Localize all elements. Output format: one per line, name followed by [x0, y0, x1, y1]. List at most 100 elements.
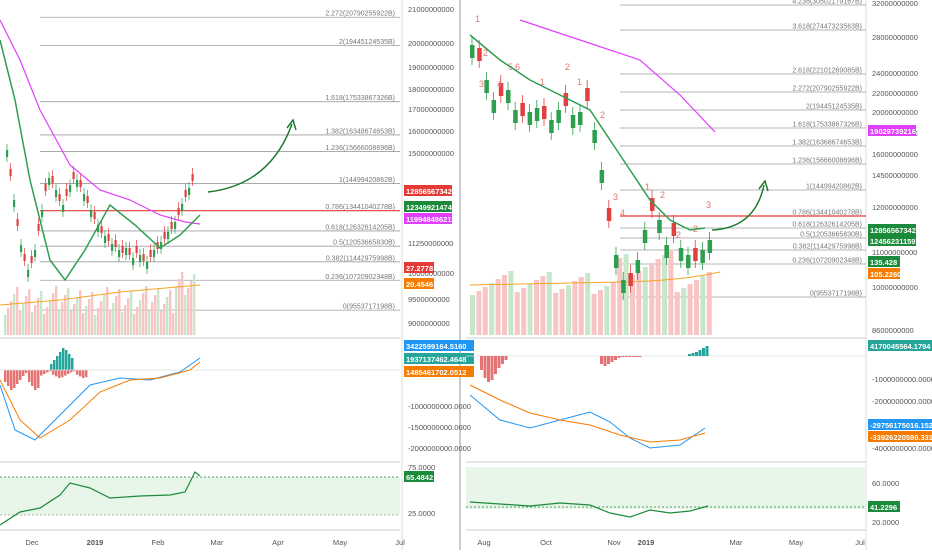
- candle: [83, 194, 86, 201]
- y-tick-label: 24000000000: [872, 69, 918, 78]
- macd-hist-bar: [67, 370, 70, 374]
- x-tick-label: Oct: [540, 538, 553, 547]
- macd-hist-bar: [76, 370, 79, 375]
- macd-hist-bar: [40, 370, 43, 376]
- candle: [177, 208, 180, 215]
- price-badge: 128565673421: [870, 226, 920, 235]
- td-count-label: 4: [497, 79, 502, 89]
- fib-label: 0.236(10720902348B): [792, 258, 862, 265]
- candle: [97, 225, 100, 232]
- candle: [121, 246, 124, 253]
- fib-label: 2.272(20790255922B): [325, 11, 395, 18]
- volume-bar: [4, 315, 7, 335]
- macd-hist-bar: [603, 356, 607, 366]
- fib-label: 0.236(10720902348B): [325, 274, 395, 281]
- macd-hist-bar: [480, 356, 483, 370]
- candle: [470, 45, 475, 58]
- candle: [34, 250, 37, 257]
- candle: [678, 248, 684, 261]
- macd-hist-bar: [61, 370, 64, 378]
- volume-bar: [706, 272, 712, 335]
- volume-bar: [674, 292, 680, 335]
- volume-bar: [514, 292, 520, 335]
- y-tick-label: 18000000000: [408, 85, 454, 94]
- volume-bar: [502, 275, 507, 335]
- volume-bar: [130, 291, 133, 335]
- volume-bar: [67, 288, 70, 335]
- volume-bar: [43, 314, 46, 335]
- candle: [628, 273, 633, 286]
- candle: [563, 93, 569, 106]
- volume-bar: [662, 255, 667, 335]
- rsi-tick-label: 60.0000: [872, 479, 899, 488]
- fib-label: 0(9553717198B): [343, 304, 395, 311]
- candle: [650, 198, 655, 211]
- volume-bar: [470, 295, 475, 335]
- candle: [491, 100, 497, 113]
- volume-bar: [566, 285, 571, 335]
- candle: [477, 48, 482, 61]
- volume-bar: [46, 307, 49, 335]
- td-count-label: 1: [540, 77, 545, 87]
- macd-hist-bar: [55, 370, 58, 377]
- candle: [621, 280, 626, 293]
- candle: [118, 250, 121, 257]
- candle: [111, 244, 114, 251]
- y-tick-label: 28000000000: [872, 33, 918, 42]
- volume-bar: [157, 288, 160, 335]
- td-count-label: 3: [479, 79, 484, 89]
- macd-hist-bar: [607, 356, 610, 364]
- macd-badge-bg: [868, 431, 932, 442]
- volume-bar: [534, 280, 539, 335]
- macd-hist-bar: [28, 370, 31, 382]
- rsi-tick-label: 20.0000: [872, 518, 899, 527]
- x-tick-label: Apr: [272, 538, 284, 547]
- price-badge: 20.4546: [406, 280, 433, 289]
- candle: [181, 204, 184, 211]
- x-tick-label: Jul: [855, 538, 865, 547]
- candle: [549, 120, 554, 133]
- candle: [20, 245, 23, 252]
- macd-badge: 3422599164.5160: [406, 342, 466, 351]
- rsi-band: [466, 467, 866, 509]
- macd-hist-bar: [695, 352, 698, 356]
- candle: [606, 208, 612, 221]
- candle: [142, 254, 145, 261]
- price-badge: 105.2260: [870, 270, 901, 279]
- candle: [9, 169, 12, 176]
- candle: [146, 262, 149, 269]
- y-tick-label: 10000000000: [408, 269, 454, 278]
- td-count-label: 2: [483, 48, 488, 58]
- macd-hist-bar: [624, 356, 628, 357]
- fib-label: 1.236(15666008696B): [792, 158, 862, 165]
- macd-hist-bar: [501, 356, 504, 364]
- macd-hist-bar: [10, 370, 13, 390]
- macd-hist-bar: [22, 370, 25, 376]
- volume-bar: [521, 288, 527, 335]
- candle: [100, 226, 103, 233]
- volume-bar: [64, 295, 67, 335]
- macd-hist-bar: [62, 348, 65, 370]
- volume-bar: [623, 254, 629, 335]
- macd-hist-bar: [64, 370, 67, 376]
- macd-line: [469, 394, 706, 449]
- y-tick-label: 9000000000: [408, 319, 450, 328]
- volume-bar: [133, 314, 136, 335]
- ma-magenta: [519, 19, 716, 133]
- candle: [104, 236, 107, 243]
- volume-bar: [694, 280, 699, 335]
- fib-label: 0.618(12632614205B): [792, 222, 862, 229]
- macd-badge-bg: [404, 353, 474, 364]
- volume-bar: [668, 251, 674, 335]
- macd-tick-label: -2000000000.0000: [408, 444, 471, 453]
- volume-bar: [100, 301, 103, 335]
- candle: [570, 115, 576, 128]
- volume-bar: [591, 294, 597, 335]
- macd-hist-bar: [68, 354, 71, 370]
- volume-bar: [559, 289, 565, 335]
- volume-bar: [85, 306, 88, 335]
- price-badge-bg: [404, 213, 452, 224]
- volume-bar: [58, 309, 61, 335]
